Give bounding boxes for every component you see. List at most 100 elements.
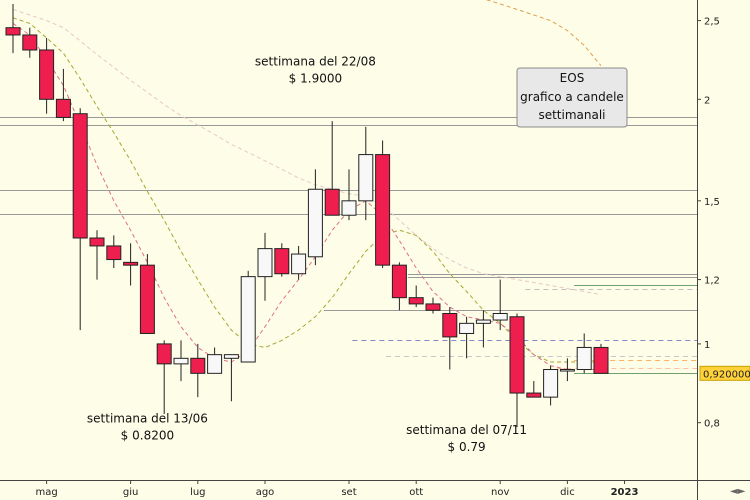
candle-25 [425, 297, 441, 314]
navigation-arrows-icon[interactable]: ◄► [730, 486, 746, 497]
candle-13 [223, 354, 239, 402]
candle-31 [526, 381, 542, 398]
candle-body-22 [375, 154, 391, 266]
candle-body-26 [442, 312, 458, 338]
annotation-1-line-0: settimana del 13/06 [87, 412, 208, 426]
candle-5 [89, 230, 105, 280]
y-tick-label-3: 1,2 [704, 276, 720, 287]
candle-35 [593, 343, 609, 374]
y-tick-label-4: 1 [704, 340, 710, 351]
candle-body-2 [39, 49, 55, 100]
candle-body-13 [223, 354, 239, 359]
candle-body-34 [576, 346, 592, 371]
candle-21 [358, 126, 374, 221]
annotation-0-line-0: settimana del 22/08 [255, 55, 376, 69]
candle-body-7 [123, 261, 139, 266]
candle-body-31 [526, 392, 542, 398]
candle-body-8 [139, 264, 155, 334]
candle-body-4 [72, 113, 88, 239]
candle-33 [559, 358, 575, 382]
candle-34 [576, 333, 592, 374]
candle-body-25 [425, 303, 441, 311]
candle-body-3 [55, 98, 71, 118]
y-tick-label-0: 2,5 [704, 17, 720, 28]
candle-0 [5, 4, 21, 54]
candle-body-9 [156, 343, 172, 365]
legend-line-3: settimanali [538, 108, 605, 122]
annotation-0-line-1: $ 1.9000 [289, 72, 342, 86]
x-tick-label-2: lug [190, 487, 205, 498]
candle-9 [156, 340, 172, 414]
y-axis-band [698, 0, 750, 480]
candle-body-33 [559, 369, 575, 372]
annotations: settimana del 22/08 $ 1.9000 settimana del… [87, 55, 527, 454]
candle-body-29 [492, 312, 508, 321]
candle-body-0 [5, 27, 21, 36]
x-axis: mag giu lug ago set ott nov dic 2023 [35, 480, 638, 498]
candle-10 [173, 340, 189, 382]
candle-body-18 [307, 188, 323, 258]
candle-body-14 [240, 276, 256, 363]
x-tick-label-3: ago [256, 487, 275, 498]
candle-body-24 [408, 297, 424, 305]
candle-3 [55, 68, 71, 122]
candle-body-27 [459, 322, 475, 334]
candle-32 [543, 365, 559, 406]
candle-body-5 [89, 237, 105, 247]
y-tick-label-1: 2 [704, 95, 710, 106]
candle-7 [123, 243, 139, 286]
y-axis: 2,5 2 1,5 1,2 1 0,8 [697, 17, 720, 430]
candle-15 [257, 232, 273, 301]
candle-body-21 [358, 154, 374, 202]
candle-17 [291, 245, 307, 280]
candle-30 [509, 313, 525, 428]
x-tick-label-1: giu [123, 487, 138, 498]
legend-box: EOS grafico a candele settimanali [516, 67, 628, 128]
current-price-box [699, 365, 750, 381]
moving-average-line-0 [485, 0, 602, 67]
x-tick-label-5: ott [409, 487, 423, 498]
candle-body-35 [593, 346, 609, 374]
candle-body-6 [106, 245, 122, 261]
candle-29 [492, 279, 508, 331]
candle-19 [324, 121, 340, 216]
candle-8 [139, 254, 155, 334]
candle-body-28 [475, 319, 491, 324]
candles [5, 4, 609, 428]
candle-body-20 [341, 200, 357, 216]
x-tick-label-0: mag [35, 487, 57, 498]
candle-body-15 [257, 248, 273, 278]
candle-16 [274, 243, 290, 277]
current-price-text: 0,920000 [703, 369, 750, 380]
x-tick-label-6: nov [491, 487, 509, 498]
candle-body-30 [509, 316, 525, 394]
candle-body-11 [190, 357, 206, 374]
candle-body-19 [324, 188, 340, 216]
candle-11 [190, 343, 206, 398]
annotation-1-line-1: $ 0.8200 [121, 429, 174, 443]
candle-body-32 [543, 369, 559, 398]
candle-body-17 [291, 253, 307, 275]
candle-body-1 [22, 34, 38, 51]
moving-average-line-1 [12, 8, 602, 296]
x-tick-label-8: 2023 [611, 487, 639, 498]
candle-body-10 [173, 357, 189, 365]
candle-18 [307, 169, 323, 266]
candle-26 [442, 307, 458, 370]
candle-body-16 [274, 248, 290, 275]
x-axis-band [0, 481, 697, 500]
candle-body-12 [207, 354, 223, 374]
annotation-2-line-0: settimana del 07/11 [406, 423, 527, 437]
y-tick-label-2: 1,5 [704, 197, 720, 208]
candle-6 [106, 235, 122, 268]
candle-14 [240, 270, 256, 363]
candle-24 [408, 285, 424, 308]
candle-12 [207, 347, 223, 374]
candle-body-23 [391, 264, 407, 299]
candle-4 [72, 108, 88, 331]
legend-frame [516, 67, 628, 128]
legend-line-1: EOS [560, 71, 585, 85]
moving-averages [12, 0, 602, 370]
candle-1 [22, 27, 38, 58]
